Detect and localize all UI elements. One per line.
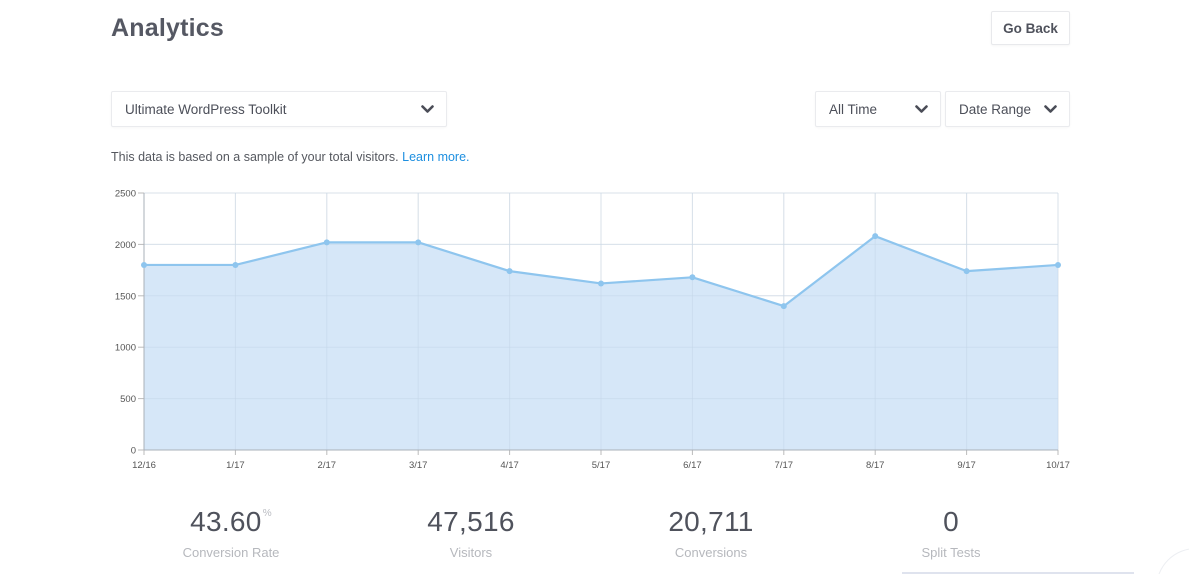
date-range-select[interactable]: Date Range	[945, 91, 1070, 127]
stat-label: Visitors	[449, 545, 493, 560]
data-point[interactable]	[963, 268, 970, 275]
y-tick-label: 1000	[115, 343, 136, 354]
y-tick-label: 1500	[115, 291, 136, 302]
percent-suffix: %	[262, 508, 272, 519]
y-tick-label: 2000	[115, 240, 136, 251]
y-tick-label: 2500	[115, 189, 136, 200]
stat-label: Conversion Rate	[182, 545, 280, 560]
stat-value: 20,711	[668, 506, 754, 537]
x-tick-label: 3/17	[409, 460, 428, 471]
data-point[interactable]	[141, 261, 147, 268]
chevron-down-icon	[420, 102, 434, 116]
data-point[interactable]	[232, 261, 239, 268]
x-tick-label: 5/17	[592, 460, 611, 471]
sample-notice: This data is based on a sample of your t…	[111, 150, 470, 164]
x-tick-label: 1/17	[226, 460, 245, 471]
x-tick-label: 7/17	[775, 460, 794, 471]
area-fill	[144, 236, 1058, 450]
x-tick-label: 4/17	[500, 460, 519, 471]
data-point[interactable]	[872, 233, 879, 240]
stat-label: Conversions	[674, 545, 748, 560]
chart-canvas: 0 500 1000 1500 2000 2500 12/16 1/17 2/17 3/17 4/1…	[115, 189, 1070, 472]
stat-visitors: 47,516 Visitors	[351, 506, 591, 560]
x-tick-label: 8/17	[866, 460, 885, 471]
stat-conversion-rate: 43.60% Conversion Rate	[111, 506, 351, 560]
learn-more-link[interactable]: Learn more.	[402, 150, 470, 164]
site-select-value: Ultimate WordPress Toolkit	[125, 101, 287, 117]
site-select[interactable]: Ultimate WordPress Toolkit	[111, 91, 447, 127]
x-tick-label: 2/17	[318, 460, 337, 471]
stat-value: 43.60%	[190, 506, 272, 537]
x-tick-label: 6/17	[683, 460, 702, 471]
chevron-down-icon	[1043, 102, 1057, 116]
stat-label: Split Tests	[921, 545, 981, 560]
sample-notice-text: This data is based on a sample of your t…	[111, 150, 399, 164]
data-point[interactable]	[415, 239, 422, 246]
x-tick-label: 9/17	[957, 460, 976, 471]
series-line	[144, 235, 1059, 308]
data-point[interactable]	[598, 280, 604, 287]
stat-conversions: 20,711 Conversions	[591, 506, 831, 560]
data-point[interactable]	[1055, 261, 1061, 268]
time-period-select[interactable]: All Time	[815, 91, 941, 127]
page-title: Analytics	[111, 14, 224, 42]
data-point[interactable]	[780, 303, 787, 310]
x-tick-label: 12/16	[132, 460, 156, 471]
time-period-value: All Time	[829, 101, 878, 117]
stat-value: 47,516	[427, 506, 515, 537]
decorative-arc	[1156, 548, 1189, 574]
x-tick-label: 10/17	[1046, 460, 1070, 471]
data-point[interactable]	[506, 268, 513, 275]
data-point[interactable]	[689, 274, 696, 281]
visitors-area-chart: 0 500 1000 1500 2000 2500 12/16 1/17 2/17 3/17 4/1…	[115, 189, 1070, 472]
stat-value: 0	[943, 506, 959, 537]
stat-split-tests[interactable]: 0 Split Tests	[831, 506, 1071, 560]
y-tick-label: 0	[131, 446, 136, 457]
go-back-button[interactable]: Go Back	[991, 11, 1070, 45]
data-point[interactable]	[323, 239, 330, 246]
y-tick-label: 500	[120, 394, 136, 405]
active-tab-indicator	[902, 572, 1134, 574]
date-range-value: Date Range	[959, 101, 1032, 117]
chevron-down-icon	[914, 102, 928, 116]
